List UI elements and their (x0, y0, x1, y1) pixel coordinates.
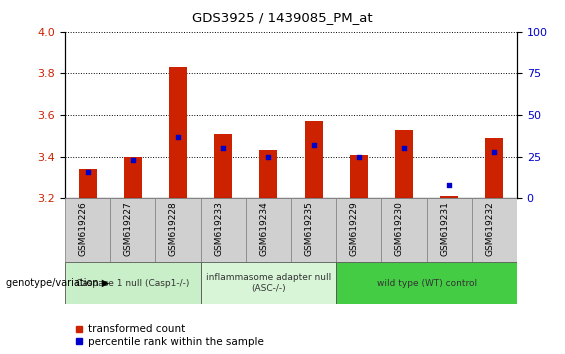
FancyBboxPatch shape (201, 262, 336, 304)
Bar (169, 67, 187, 198)
FancyBboxPatch shape (291, 198, 336, 262)
Bar (214, 134, 232, 198)
Text: GSM619226: GSM619226 (79, 201, 88, 256)
Bar (79, 169, 97, 198)
Text: GSM619227: GSM619227 (124, 201, 133, 256)
Bar (305, 121, 323, 198)
FancyBboxPatch shape (110, 198, 155, 262)
FancyBboxPatch shape (336, 262, 517, 304)
Point (173, 134, 182, 139)
Bar (485, 138, 503, 198)
Text: GDS3925 / 1439085_PM_at: GDS3925 / 1439085_PM_at (192, 11, 373, 24)
Point (309, 142, 318, 148)
Text: GSM619228: GSM619228 (169, 201, 178, 256)
Point (128, 157, 137, 163)
Legend: transformed count, percentile rank within the sample: transformed count, percentile rank withi… (70, 320, 268, 351)
Text: Caspase 1 null (Casp1-/-): Caspase 1 null (Casp1-/-) (76, 279, 189, 288)
FancyBboxPatch shape (427, 198, 472, 262)
Text: GSM619231: GSM619231 (440, 201, 449, 256)
FancyBboxPatch shape (65, 262, 201, 304)
Point (219, 145, 228, 151)
Text: GSM619232: GSM619232 (485, 201, 494, 256)
Text: genotype/variation ▶: genotype/variation ▶ (6, 278, 109, 288)
FancyBboxPatch shape (65, 198, 110, 262)
Point (445, 182, 454, 188)
FancyBboxPatch shape (472, 198, 517, 262)
FancyBboxPatch shape (246, 198, 291, 262)
Text: GSM619230: GSM619230 (395, 201, 404, 256)
Bar (259, 150, 277, 198)
FancyBboxPatch shape (201, 198, 246, 262)
Bar (440, 196, 458, 198)
Text: inflammasome adapter null
(ASC-/-): inflammasome adapter null (ASC-/-) (206, 274, 331, 293)
FancyBboxPatch shape (155, 198, 201, 262)
Text: GSM619234: GSM619234 (259, 201, 268, 256)
Text: GSM619233: GSM619233 (214, 201, 223, 256)
FancyBboxPatch shape (381, 198, 427, 262)
Bar (124, 157, 142, 198)
Bar (395, 130, 413, 198)
Point (399, 145, 408, 151)
Point (83, 169, 92, 175)
Text: GSM619235: GSM619235 (305, 201, 314, 256)
Point (490, 149, 499, 154)
Point (264, 154, 273, 159)
FancyBboxPatch shape (336, 198, 381, 262)
Bar (350, 155, 368, 198)
Text: GSM619229: GSM619229 (350, 201, 359, 256)
Point (354, 154, 363, 159)
Text: wild type (WT) control: wild type (WT) control (376, 279, 477, 288)
